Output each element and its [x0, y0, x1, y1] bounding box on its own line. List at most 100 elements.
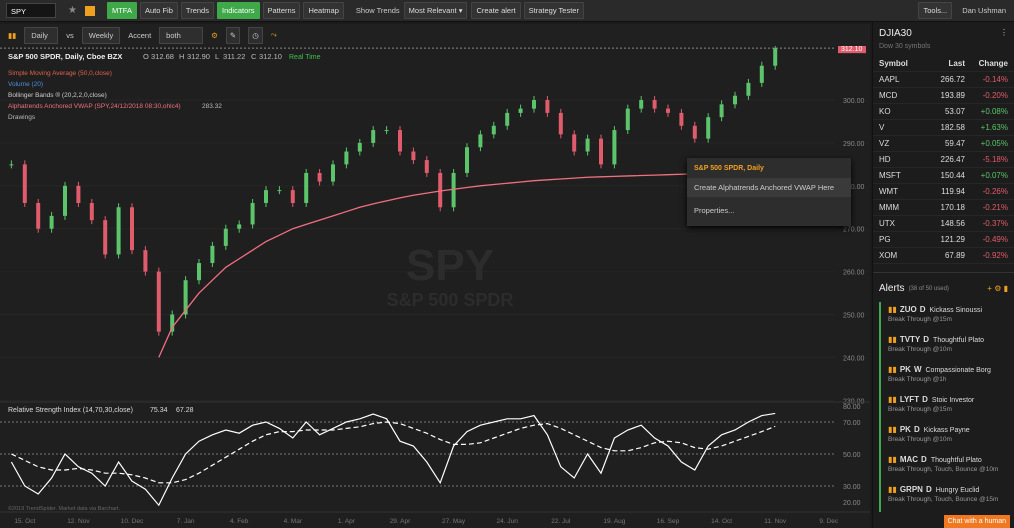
toolbar-button[interactable]: Heatmap	[303, 2, 344, 19]
alert-item[interactable]: ▮▮ TVTY D Thoughtful Plato Break Through @10…	[879, 332, 1008, 362]
ohlc-key: O	[143, 52, 149, 61]
alert-symbol: GRPN	[899, 485, 923, 494]
tools-button[interactable]: Tools...	[918, 2, 953, 19]
alert-item[interactable]: ▮▮ PK D Kickass Payne Break Through @10m	[879, 422, 1008, 452]
side-panel: DJIA30 ⋮ Dow 30 symbols Symbol Last Change …	[872, 22, 1014, 528]
star-icon[interactable]: ★	[68, 5, 77, 16]
menu-item[interactable]: Properties...	[694, 206, 735, 215]
last-price: 150.44	[940, 171, 965, 180]
watchlist-row[interactable]: PG 121.29 -0.49%	[873, 232, 1014, 248]
x-tick-label: 9. Dec	[819, 518, 839, 525]
tool-icon[interactable]: ◷	[248, 26, 263, 44]
last-price: 226.47	[940, 155, 965, 164]
ohlc-key: L	[215, 52, 219, 61]
alert-item[interactable]: ▮▮ LYFT D Stoic Investor Break Through @15m	[879, 392, 1008, 422]
alert-period: W	[913, 365, 922, 374]
change: -0.14%	[982, 75, 1008, 84]
alert-title: ▮▮ TVTY D Thoughtful Plato	[888, 335, 1008, 344]
watchlist-row[interactable]: HD 226.47 -5.18%	[873, 152, 1014, 168]
candle	[304, 172, 309, 203]
alert-icon: ▮▮	[888, 395, 897, 404]
y-tick-label: 240.00	[843, 355, 865, 362]
alert-name: Thoughtful Plato	[933, 337, 985, 344]
symbol-input[interactable]: SPY	[6, 3, 56, 18]
last-price: 67.89	[944, 251, 965, 260]
watchlist-row[interactable]: MCD 193.89 -0.20%	[873, 88, 1014, 104]
symbol: KO	[879, 107, 891, 116]
watchlist-row[interactable]: WMT 119.94 -0.26%	[873, 184, 1014, 200]
y-tick-label: 300.00	[843, 98, 865, 105]
sort-select[interactable]: Most Relevant ▾	[403, 2, 468, 19]
compare-select[interactable]: Weekly	[81, 26, 121, 44]
watchlist-row[interactable]: XOM 67.89 -0.92%	[873, 248, 1014, 264]
alert-item[interactable]: ▮▮ PK W Compassionate Borg Break Through @1h	[879, 362, 1008, 392]
symbol: MCD	[879, 91, 898, 100]
toolbar-button[interactable]: MTFA	[106, 2, 137, 19]
chart-type-icon[interactable]: ▮▮	[8, 30, 17, 40]
interval-select[interactable]: Daily	[24, 26, 59, 44]
settings-icon[interactable]: ⚙	[211, 30, 218, 40]
y-tick-label: 270.00	[843, 227, 865, 234]
candle	[170, 314, 175, 332]
ohlc-key: C	[251, 52, 257, 61]
watchlist-row[interactable]: MSFT 150.44 +0.07%	[873, 168, 1014, 184]
watchlist-row[interactable]: VZ 59.47 +0.05%	[873, 136, 1014, 152]
change: -0.26%	[982, 187, 1008, 196]
toolbar-button[interactable]: Trends	[180, 2, 214, 19]
candle	[22, 164, 27, 203]
last-price: 193.89	[940, 91, 965, 100]
x-tick-label: 24. Jun	[497, 518, 519, 525]
chart-toolbar: ▮▮ Daily vs Weekly Accent both ⚙ ✎ ◷ ⤳	[0, 24, 870, 46]
alert-icon: ▮▮	[888, 455, 897, 464]
change: +0.08%	[980, 107, 1008, 116]
change: +1.63%	[980, 123, 1008, 132]
toolbar-button[interactable]: Patterns	[262, 2, 301, 19]
alert-rule: Break Through @10m	[888, 346, 952, 353]
candle	[357, 142, 362, 152]
tool-icon[interactable]: ⤳	[270, 30, 277, 39]
candle	[612, 130, 617, 165]
chat-button[interactable]: Chat with a human	[943, 515, 1010, 528]
watchlist-title[interactable]: DJIA30	[879, 28, 912, 39]
watchlist-row[interactable]: V 182.58 +1.63%	[873, 120, 1014, 136]
toolbar-button[interactable]: Indicators	[216, 2, 260, 19]
watchlist-row[interactable]: AAPL 266.72 -0.14%	[873, 72, 1014, 88]
candle	[411, 151, 416, 161]
watermark-symbol: SPY	[406, 241, 494, 290]
user-name[interactable]: Dan Ushman	[962, 6, 1006, 15]
column-header: Change	[978, 59, 1008, 68]
symbol: PG	[879, 235, 891, 244]
alert-symbol: MAC	[899, 455, 919, 464]
candle	[692, 125, 697, 139]
alert-period: D	[925, 485, 932, 494]
candle	[183, 280, 188, 315]
symbol: AAPL	[879, 75, 900, 84]
symbol: XOM	[879, 251, 898, 260]
toolbar-action[interactable]: Strategy Tester	[523, 2, 584, 19]
alert-item[interactable]: ▮▮ MAC D Thoughtful Plato Break Through, Tou…	[879, 452, 1008, 482]
alert-item[interactable]: ▮▮ ZUO D Kickass Sinoussi Break Through @15m	[879, 302, 1008, 332]
watchlist-row[interactable]: MMM 170.18 -0.21%	[873, 200, 1014, 216]
candle	[706, 117, 711, 139]
alert-period: D	[913, 425, 920, 434]
menu-icon[interactable]: ⋮	[1000, 28, 1008, 37]
menu-item[interactable]: Create Alphatrends Anchored VWAP Here	[687, 178, 851, 197]
change: -0.37%	[982, 219, 1008, 228]
toolbar-button[interactable]: Auto Fib	[139, 2, 178, 19]
tool-icon[interactable]: ✎	[225, 26, 241, 44]
color-picker[interactable]	[84, 5, 95, 16]
show-trends[interactable]: Show Trends	[355, 6, 400, 15]
symbol: MMM	[879, 203, 899, 212]
watchlist-row[interactable]: UTX 148.56 -0.37%	[873, 216, 1014, 232]
watchlist-row[interactable]: KO 53.07 +0.08%	[873, 104, 1014, 120]
alert-symbol: PK	[899, 425, 911, 434]
rsi-value: 75.34	[150, 407, 168, 414]
last-price: 266.72	[940, 75, 965, 84]
accent-select[interactable]: both	[159, 26, 204, 44]
toolbar-action[interactable]: Create alert	[471, 2, 521, 19]
alert-item[interactable]: ▮▮ GRPN D Hungry Euclid Break Through, Touch…	[879, 482, 1008, 512]
candle	[264, 190, 268, 203]
alert-icons[interactable]: + ⚙ ▮	[987, 284, 1008, 293]
x-tick-label: 19. Aug	[603, 518, 625, 525]
candle	[398, 130, 402, 152]
